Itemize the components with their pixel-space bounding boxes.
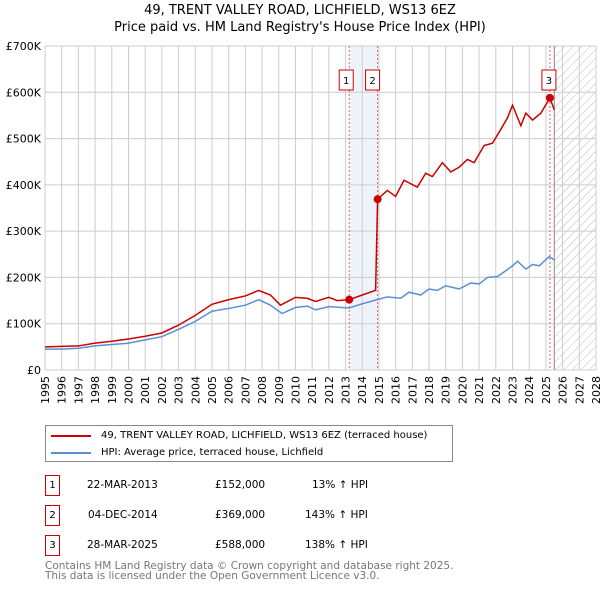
legend-swatch: [51, 451, 91, 454]
x-tick-label: 2006: [223, 376, 236, 404]
sale-point: [545, 93, 554, 102]
subtitle-line: Price paid vs. HM Land Registry's House …: [114, 20, 486, 35]
footer-line: This data is licensed under the Open Gov…: [45, 570, 380, 582]
x-tick-label: 2019: [440, 376, 453, 404]
sale-marker-label: 1: [343, 76, 349, 87]
x-tick-label: 1998: [89, 376, 102, 404]
x-tick-label: 2014: [356, 376, 369, 404]
sale-row: 2 04-DEC-2014 £369,000 143% ↑ HPI: [45, 505, 465, 526]
x-tick-label: 2025: [540, 376, 553, 404]
sale-price: £369,000: [215, 509, 266, 521]
x-tick-label: 2013: [340, 376, 353, 404]
x-tick-label: 2007: [239, 376, 252, 404]
y-tick-label: £700K: [6, 40, 42, 53]
sale-marker-box: [365, 69, 381, 91]
x-tick-label: 2001: [139, 376, 152, 404]
sale-price: £152,000: [215, 479, 266, 491]
footer-line: Contains HM Land Registry data © Crown c…: [45, 560, 454, 572]
x-tick-label: 2022: [490, 376, 503, 404]
x-tick-label: 2017: [406, 376, 419, 404]
x-tick-label: 1996: [56, 376, 69, 404]
sale-marker-label: 2: [369, 76, 375, 87]
y-tick-label: £500K: [6, 133, 42, 146]
x-tick-label: 2005: [206, 376, 219, 404]
x-tick-label: 2000: [122, 376, 135, 404]
footer: Contains HM Land Registry data © Crown c…: [45, 560, 454, 582]
x-tick-label: 2015: [373, 376, 386, 404]
x-tick-label: 2021: [473, 376, 486, 404]
sale-period-band: [349, 46, 378, 370]
legend-swatch: [51, 434, 91, 437]
y-tick-label: £600K: [6, 86, 42, 99]
series-line: [45, 255, 555, 350]
x-tick-label: 2020: [456, 376, 469, 404]
x-tick-label: 2027: [573, 376, 586, 404]
sale-point: [345, 295, 354, 304]
series-line: [44, 96, 555, 348]
sale-hpi: 143% ↑ HPI: [305, 509, 368, 521]
x-tick-label: 2028: [590, 376, 600, 404]
sale-date: 28-MAR-2025: [87, 539, 158, 551]
sale-date: 22-MAR-2013: [87, 479, 158, 491]
x-tick-label: 2018: [423, 376, 436, 404]
x-tick-label: 1995: [39, 376, 52, 404]
sale-point: [373, 195, 382, 204]
y-tick-label: £100K: [6, 318, 42, 331]
forecast-hatch: [554, 46, 596, 370]
chart-title: 49, TRENT VALLEY ROAD, LICHFIELD, WS13 6…: [0, 2, 600, 36]
title-line: 49, TRENT VALLEY ROAD, LICHFIELD, WS13 6…: [144, 3, 456, 18]
sale-hpi: 13% ↑ HPI: [312, 479, 369, 491]
x-tick-label: 2002: [156, 376, 169, 404]
sale-marker-box: [338, 69, 354, 91]
sale-row: 1 22-MAR-2013 £152,000 13% ↑ HPI: [45, 475, 465, 496]
x-tick-label: 2024: [523, 376, 536, 404]
legend-item-property: 49, TRENT VALLEY ROAD, LICHFIELD, WS13 6…: [51, 430, 427, 441]
x-tick-label: 2004: [189, 376, 202, 404]
y-tick-label: £200K: [6, 271, 42, 284]
sale-marker: 1: [45, 475, 60, 496]
x-tick-label: 2026: [557, 376, 570, 404]
sale-marker: 2: [45, 505, 60, 526]
legend-item-hpi: HPI: Average price, terraced house, Lich…: [51, 447, 323, 458]
y-tick-label: £400K: [6, 179, 42, 192]
sale-date: 04-DEC-2014: [88, 509, 158, 521]
price-chart: 1995 1996 1997 1998 1999 2000 2001 2002 2003 2004…: [6, 40, 600, 404]
x-tick-label: 2023: [507, 376, 520, 404]
sale-marker: 3: [45, 535, 60, 556]
sale-row: 3 28-MAR-2025 £588,000 138% ↑ HPI: [45, 535, 465, 556]
sale-hpi: 138% ↑ HPI: [305, 539, 368, 551]
x-tick-label: 2016: [390, 376, 403, 404]
sale-price: £588,000: [215, 539, 266, 551]
x-tick-label: 2010: [289, 376, 302, 404]
sale-marker-label: 3: [546, 76, 552, 87]
x-tick-label: 2011: [306, 376, 319, 404]
legend: 49, TRENT VALLEY ROAD, LICHFIELD, WS13 6…: [45, 425, 453, 462]
x-tick-label: 2003: [173, 376, 186, 404]
x-tick-label: 2012: [323, 376, 336, 404]
x-tick-label: 2008: [256, 376, 269, 404]
x-tick-label: 2009: [273, 376, 286, 404]
x-tick-label: 1997: [72, 376, 85, 404]
legend-label: HPI: Average price, terraced house, Lich…: [101, 447, 324, 458]
legend-label: 49, TRENT VALLEY ROAD, LICHFIELD, WS13 6…: [101, 430, 428, 441]
sale-marker-box: [541, 69, 557, 91]
y-tick-label: £0: [27, 364, 41, 377]
x-tick-label: 1999: [106, 376, 119, 404]
y-tick-label: £300K: [6, 225, 42, 238]
